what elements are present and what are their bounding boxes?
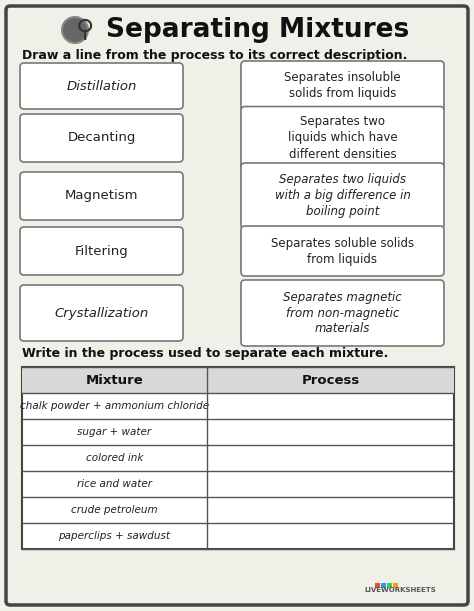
Text: Write in the process used to separate each mixture.: Write in the process used to separate ea… bbox=[22, 346, 388, 359]
FancyBboxPatch shape bbox=[241, 226, 444, 276]
FancyBboxPatch shape bbox=[20, 227, 183, 275]
Circle shape bbox=[63, 18, 87, 42]
Text: chalk powder + ammonium chloride: chalk powder + ammonium chloride bbox=[20, 401, 209, 411]
Text: rice and water: rice and water bbox=[77, 479, 152, 489]
Text: Separates two
liquids which have
different densities: Separates two liquids which have differe… bbox=[288, 115, 397, 161]
FancyBboxPatch shape bbox=[20, 172, 183, 220]
Bar bbox=[387, 583, 392, 588]
Text: Process: Process bbox=[301, 373, 360, 387]
Text: ⚲: ⚲ bbox=[76, 18, 94, 42]
Bar bbox=[22, 367, 454, 549]
FancyBboxPatch shape bbox=[6, 6, 468, 605]
Text: Crystallization: Crystallization bbox=[55, 307, 149, 320]
FancyBboxPatch shape bbox=[20, 114, 183, 162]
Text: Mixture: Mixture bbox=[86, 373, 143, 387]
FancyBboxPatch shape bbox=[241, 106, 444, 169]
Text: Magnetism: Magnetism bbox=[65, 189, 138, 202]
FancyBboxPatch shape bbox=[241, 280, 444, 346]
FancyBboxPatch shape bbox=[20, 63, 183, 109]
FancyBboxPatch shape bbox=[241, 163, 444, 229]
Text: paperclips + sawdust: paperclips + sawdust bbox=[58, 531, 171, 541]
Bar bbox=[381, 583, 386, 588]
Bar bbox=[393, 583, 398, 588]
Text: Separates insoluble
solids from liquids: Separates insoluble solids from liquids bbox=[284, 71, 401, 100]
Text: Distillation: Distillation bbox=[66, 79, 137, 92]
Text: sugar + water: sugar + water bbox=[77, 427, 152, 437]
Text: Draw a line from the process to its correct description.: Draw a line from the process to its corr… bbox=[22, 48, 407, 62]
Text: Separates two liquids
with a big difference in
boiling point: Separates two liquids with a big differe… bbox=[274, 174, 410, 219]
Bar bbox=[375, 583, 380, 588]
Text: Decanting: Decanting bbox=[67, 131, 136, 144]
Text: Separating Mixtures: Separating Mixtures bbox=[106, 17, 410, 43]
Text: LIVEWORKSHEETS: LIVEWORKSHEETS bbox=[364, 587, 436, 593]
FancyBboxPatch shape bbox=[20, 285, 183, 341]
Text: Separates soluble solids
from liquids: Separates soluble solids from liquids bbox=[271, 236, 414, 266]
FancyBboxPatch shape bbox=[241, 61, 444, 111]
Text: Separates magnetic
from non-magnetic
materials: Separates magnetic from non-magnetic mat… bbox=[283, 290, 402, 335]
Text: colored ink: colored ink bbox=[86, 453, 143, 463]
Text: Filtering: Filtering bbox=[74, 244, 128, 257]
Text: crude petroleum: crude petroleum bbox=[71, 505, 158, 515]
Bar bbox=[22, 367, 454, 393]
